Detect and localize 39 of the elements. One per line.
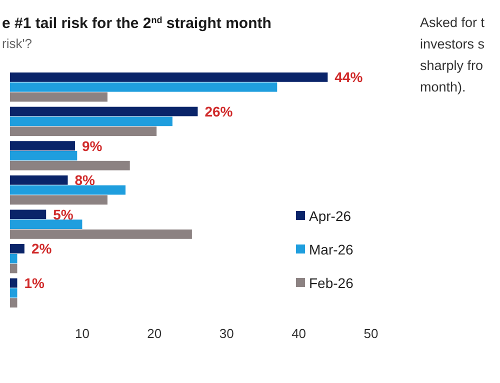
bar [10, 298, 18, 308]
bar [10, 264, 18, 274]
bar [10, 150, 78, 160]
chart-subtitle: risk'? [2, 36, 32, 51]
bar [10, 254, 18, 264]
bar [10, 72, 328, 82]
bar [10, 82, 278, 92]
bar [10, 210, 46, 220]
text: Asked for t investors s sharply fro month). [420, 15, 485, 94]
bar [10, 106, 198, 116]
x-tick-label: 50 [364, 326, 378, 341]
bar [10, 116, 172, 126]
bar [10, 175, 68, 185]
legend-label: Feb-26 [309, 275, 354, 291]
bar [10, 220, 82, 230]
bar [10, 244, 24, 254]
x-tick-label: 20 [147, 326, 162, 341]
data-label: 1% [24, 275, 46, 292]
bar [10, 230, 192, 239]
data-label: 44% [334, 69, 364, 86]
data-label: 26% [204, 104, 234, 120]
data-label: 2% [31, 240, 52, 257]
bar [10, 185, 126, 195]
chart-title: e #1 tail risk for the 2$^{nd}$ straight month [2, 15, 272, 32]
bar [10, 278, 18, 288]
bar [10, 141, 75, 150]
x-tick-label: 40 [292, 326, 306, 341]
bar [10, 288, 18, 298]
bar [10, 92, 108, 102]
x-tick-label: 30 [219, 326, 234, 341]
legend-label: Apr-26 [309, 208, 352, 224]
data-label: 9% [82, 138, 103, 154]
data-label: 8% [74, 172, 96, 188]
x-tick-label: 10 [74, 326, 90, 341]
bar [10, 195, 108, 205]
legend-label: Mar-26 [309, 242, 354, 258]
bar [10, 160, 130, 170]
data-label: 5% [53, 206, 74, 222]
bar [10, 126, 157, 136]
